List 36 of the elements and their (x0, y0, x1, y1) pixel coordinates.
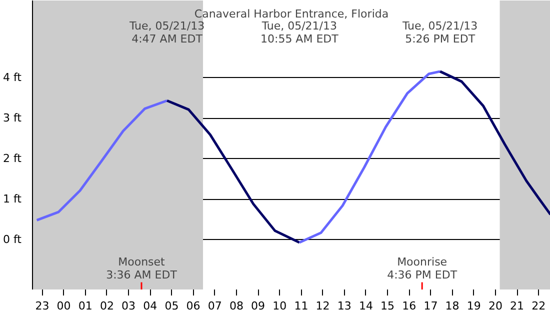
x-tick-label: 21 (510, 300, 524, 312)
annotation: Tue, 05/21/13 4:47 AM EDT (128, 20, 205, 46)
x-tick-label: 20 (488, 300, 502, 312)
ref-line-label: Moonset 3:36 AM EDT (106, 256, 178, 282)
x-tick-label: 22 (532, 300, 546, 312)
x-tick-label: 08 (229, 300, 244, 312)
x-tick-label: 13 (337, 300, 352, 312)
x-tick-label: 12 (316, 300, 330, 312)
x-tick-label: 03 (122, 300, 136, 312)
x-tick-label: 09 (251, 300, 266, 312)
x-tick-label: 06 (186, 300, 200, 312)
x-tick-label: 18 (445, 300, 460, 312)
y-tick-label: 2 ft (3, 152, 22, 166)
y-tick-label: 3 ft (3, 112, 22, 125)
x-tick-label: 14 (358, 300, 373, 312)
x-tick-label: 11 (294, 300, 308, 312)
text: Canaveral Harbor Entrance, Florida (194, 8, 389, 20)
line-series (36, 99, 168, 222)
ref-line-label: Moonrise 4:36 PM EDT (387, 256, 458, 282)
x-tick-label: 00 (56, 300, 71, 312)
y-tick-label: 0 ft (3, 233, 22, 246)
x-tick-label: 04 (143, 300, 158, 312)
x-tick-label: 15 (380, 300, 395, 312)
x-tick-label: 10 (272, 300, 287, 312)
x-tick-label: 01 (78, 300, 92, 312)
annotation: Tue, 05/21/13 5:26 PM EDT (401, 20, 478, 46)
annotation: Tue, 05/21/13 10:55 AM EDT (260, 20, 339, 46)
x-tick-label: 05 (164, 300, 179, 312)
x-tick-label: 02 (100, 300, 114, 312)
x-tick-label: 16 (402, 300, 416, 312)
x-tick-label: 23 (35, 300, 50, 312)
x-tick-label: 07 (208, 300, 222, 312)
y-tick-label: 4 ft (3, 71, 22, 84)
x-tick-label: 19 (466, 300, 481, 312)
x-tick-label: 17 (424, 300, 438, 312)
y-tick-label: 1 ft (3, 192, 22, 206)
